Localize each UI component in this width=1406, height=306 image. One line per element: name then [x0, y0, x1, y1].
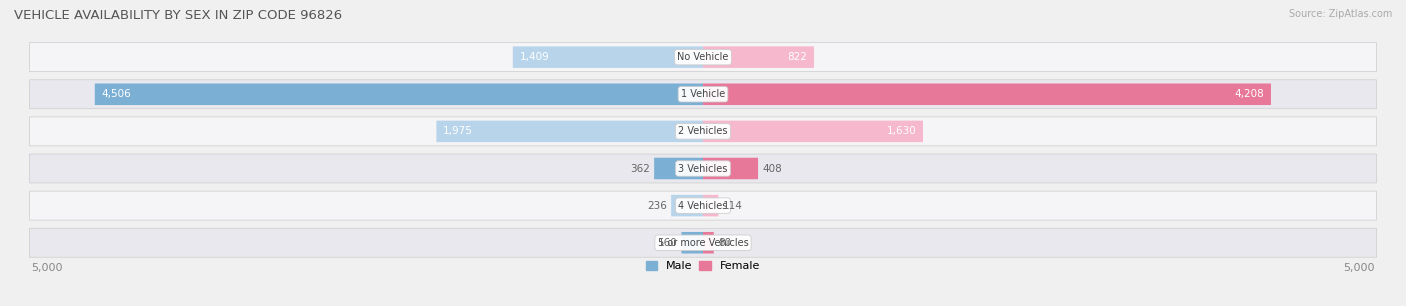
FancyBboxPatch shape — [703, 158, 758, 179]
Text: 1,409: 1,409 — [520, 52, 550, 62]
Text: 5,000: 5,000 — [31, 263, 62, 273]
Text: 236: 236 — [647, 201, 666, 211]
Text: 1 Vehicle: 1 Vehicle — [681, 89, 725, 99]
Text: 5,000: 5,000 — [1344, 263, 1375, 273]
FancyBboxPatch shape — [30, 228, 1376, 257]
Text: Source: ZipAtlas.com: Source: ZipAtlas.com — [1288, 9, 1392, 19]
Text: 4,208: 4,208 — [1234, 89, 1264, 99]
FancyBboxPatch shape — [513, 47, 703, 68]
FancyBboxPatch shape — [703, 121, 922, 142]
FancyBboxPatch shape — [671, 195, 703, 216]
Text: 362: 362 — [630, 163, 650, 174]
FancyBboxPatch shape — [30, 80, 1376, 109]
FancyBboxPatch shape — [30, 191, 1376, 220]
Text: No Vehicle: No Vehicle — [678, 52, 728, 62]
Text: 1,975: 1,975 — [443, 126, 472, 136]
Text: 3 Vehicles: 3 Vehicles — [678, 163, 728, 174]
Text: 80: 80 — [718, 238, 731, 248]
FancyBboxPatch shape — [703, 47, 814, 68]
FancyBboxPatch shape — [703, 84, 1271, 105]
Text: 114: 114 — [723, 201, 742, 211]
FancyBboxPatch shape — [94, 84, 703, 105]
Text: 1,630: 1,630 — [887, 126, 917, 136]
FancyBboxPatch shape — [703, 232, 714, 253]
Text: 160: 160 — [658, 238, 678, 248]
Text: VEHICLE AVAILABILITY BY SEX IN ZIP CODE 96826: VEHICLE AVAILABILITY BY SEX IN ZIP CODE … — [14, 9, 342, 22]
Text: 2 Vehicles: 2 Vehicles — [678, 126, 728, 136]
Text: 408: 408 — [762, 163, 782, 174]
Text: 4 Vehicles: 4 Vehicles — [678, 201, 728, 211]
FancyBboxPatch shape — [30, 154, 1376, 183]
FancyBboxPatch shape — [654, 158, 703, 179]
Text: 5 or more Vehicles: 5 or more Vehicles — [658, 238, 748, 248]
FancyBboxPatch shape — [682, 232, 703, 253]
FancyBboxPatch shape — [30, 43, 1376, 72]
FancyBboxPatch shape — [30, 117, 1376, 146]
FancyBboxPatch shape — [703, 195, 718, 216]
Legend: Male, Female: Male, Female — [641, 257, 765, 276]
Text: 822: 822 — [787, 52, 807, 62]
Text: 4,506: 4,506 — [101, 89, 131, 99]
FancyBboxPatch shape — [436, 121, 703, 142]
